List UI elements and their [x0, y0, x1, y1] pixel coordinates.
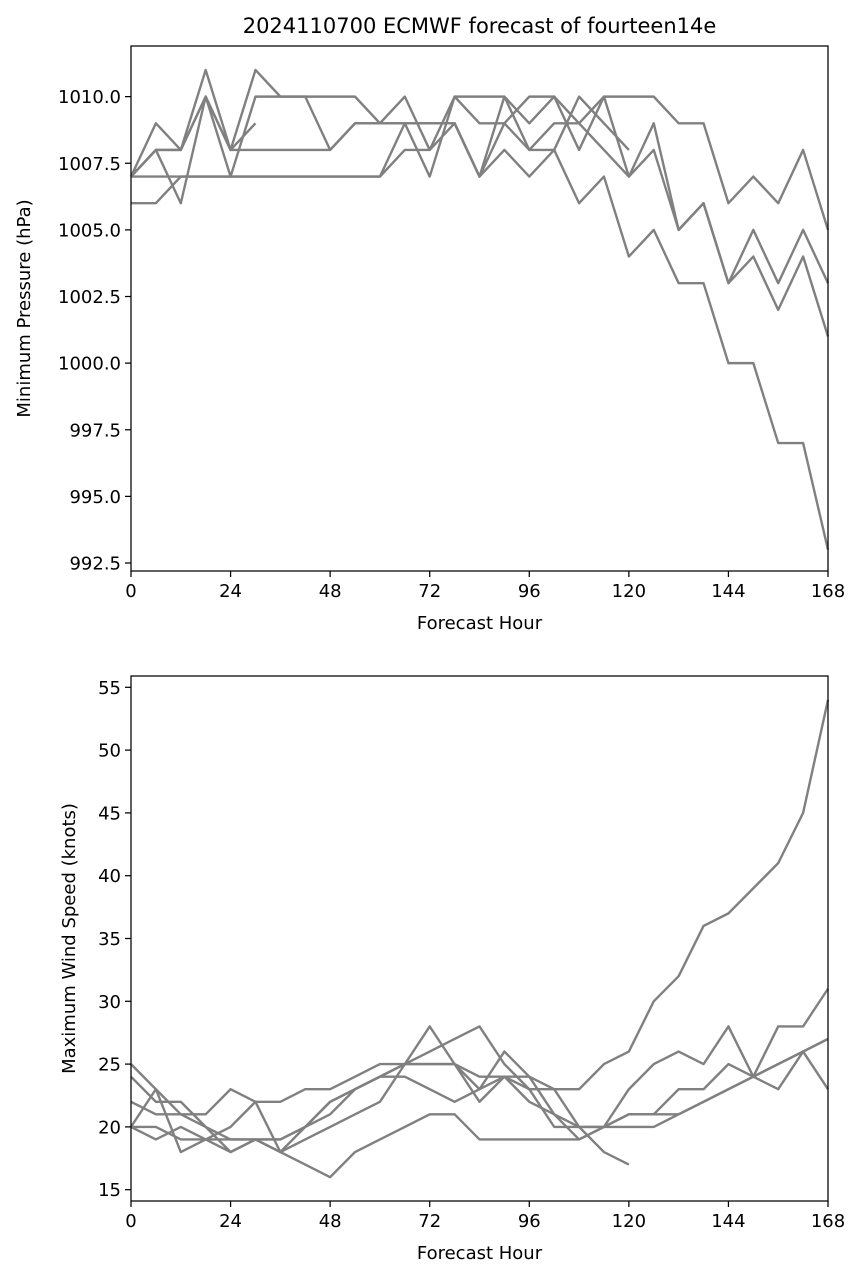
wind-x-ticks: 0 24 48 72 96 120 144 168: [125, 1201, 845, 1232]
pressure-y-tick-label: 1007.5: [58, 154, 121, 175]
pressure-x-tick-label: 0: [125, 581, 136, 602]
pressure-y-ticks: 992.5 995.0 997.5 1000.0 1002.5 1005.0 1007.5 1…: [58, 87, 131, 575]
wind-x-tick-label: 96: [518, 1211, 541, 1232]
pressure-x-tick-label: 144: [711, 581, 745, 602]
wind-y-axis-label: Maximum Wind Speed (knots): [59, 803, 80, 1074]
wind-y-ticks: 15 20 25 30 35 40 45 50 55: [98, 678, 131, 1201]
pressure-x-tick-label: 24: [219, 581, 242, 602]
pressure-x-tick-label: 96: [518, 581, 541, 602]
wind-y-tick-label: 50: [98, 741, 121, 762]
pressure-series-line-3: [129, 68, 830, 231]
wind-x-tick-label: 144: [711, 1211, 745, 1232]
wind-x-tick-label: 24: [219, 1211, 242, 1232]
wind-y-tick-label: 55: [98, 678, 121, 699]
pressure-plot-frame: [130, 45, 829, 572]
wind-x-axis-label: Forecast Hour: [417, 1243, 543, 1264]
wind-y-tick-label: 30: [98, 992, 121, 1013]
wind-y-tick-label: 35: [98, 929, 121, 950]
wind-series-line-2: [130, 699, 830, 1116]
wind-y-tick-label: 45: [98, 803, 121, 824]
wind-x-tick-label: 168: [811, 1211, 845, 1232]
wind-y-tick-label: 40: [98, 866, 121, 887]
pressure-y-tick-label: 1002.5: [58, 287, 121, 308]
pressure-y-tick-label: 1000.0: [58, 354, 121, 375]
pressure-chart: 2024110700 ECMWF forecast of fourteen14e…: [14, 14, 845, 634]
pressure-y-tick-label: 1005.0: [58, 220, 121, 241]
pressure-x-tick-label: 48: [319, 581, 342, 602]
pressure-y-tick-label: 992.5: [69, 554, 121, 575]
wind-y-tick-label: 20: [98, 1117, 121, 1138]
wind-series-group: [129, 699, 830, 1179]
pressure-y-tick-label: 1010.0: [58, 87, 121, 108]
wind-x-tick-label: 48: [319, 1211, 342, 1232]
pressure-x-tick-label: 120: [612, 581, 646, 602]
pressure-x-tick-label: 72: [418, 581, 441, 602]
chart-title: 2024110700 ECMWF forecast of fourteen14e: [243, 14, 717, 38]
wind-plot-frame: [130, 675, 829, 1202]
pressure-y-tick-label: 995.0: [69, 487, 121, 508]
pressure-x-axis-label: Forecast Hour: [417, 613, 543, 634]
pressure-y-axis-label: Minimum Pressure (hPa): [14, 199, 35, 417]
wind-series-line-5: [129, 1025, 830, 1154]
pressure-series-group: [129, 68, 830, 550]
pressure-series-line-6: [131, 95, 830, 337]
wind-x-tick-label: 72: [418, 1211, 441, 1232]
wind-speed-chart: 0 24 48 72 96 120 144 168 15 20 25 30 35 40 45 50 55 Fo…: [59, 675, 845, 1264]
wind-y-tick-label: 25: [98, 1055, 121, 1076]
wind-y-tick-label: 15: [98, 1180, 121, 1201]
wind-x-tick-label: 0: [125, 1211, 136, 1232]
pressure-x-ticks: 0 24 48 72 96 120 144 168: [125, 571, 845, 602]
wind-x-tick-label: 120: [612, 1211, 646, 1232]
pressure-y-tick-label: 997.5: [69, 420, 121, 441]
wind-series-line-6: [130, 1037, 829, 1154]
pressure-x-tick-label: 168: [811, 581, 845, 602]
